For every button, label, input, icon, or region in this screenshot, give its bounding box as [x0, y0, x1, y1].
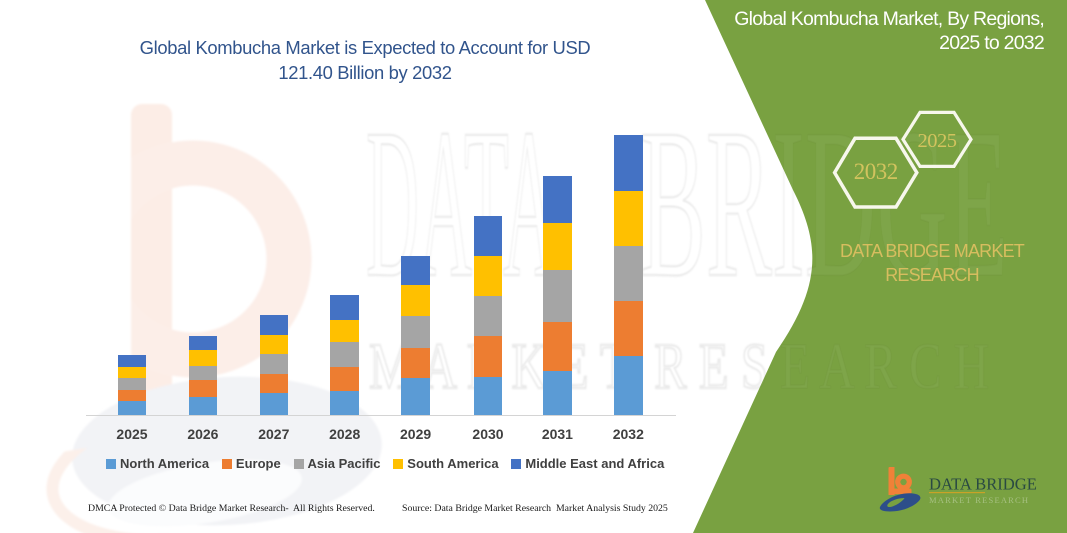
svg-text:DATA: DATA — [366, 85, 556, 322]
svg-text:DATA BRIDGE: DATA BRIDGE — [929, 475, 1037, 494]
svg-text:2025: 2025 — [918, 130, 957, 152]
svg-text:MARKET RESEARCH: MARKET RESEARCH — [929, 495, 1029, 505]
svg-text:2032: 2032 — [854, 159, 898, 184]
